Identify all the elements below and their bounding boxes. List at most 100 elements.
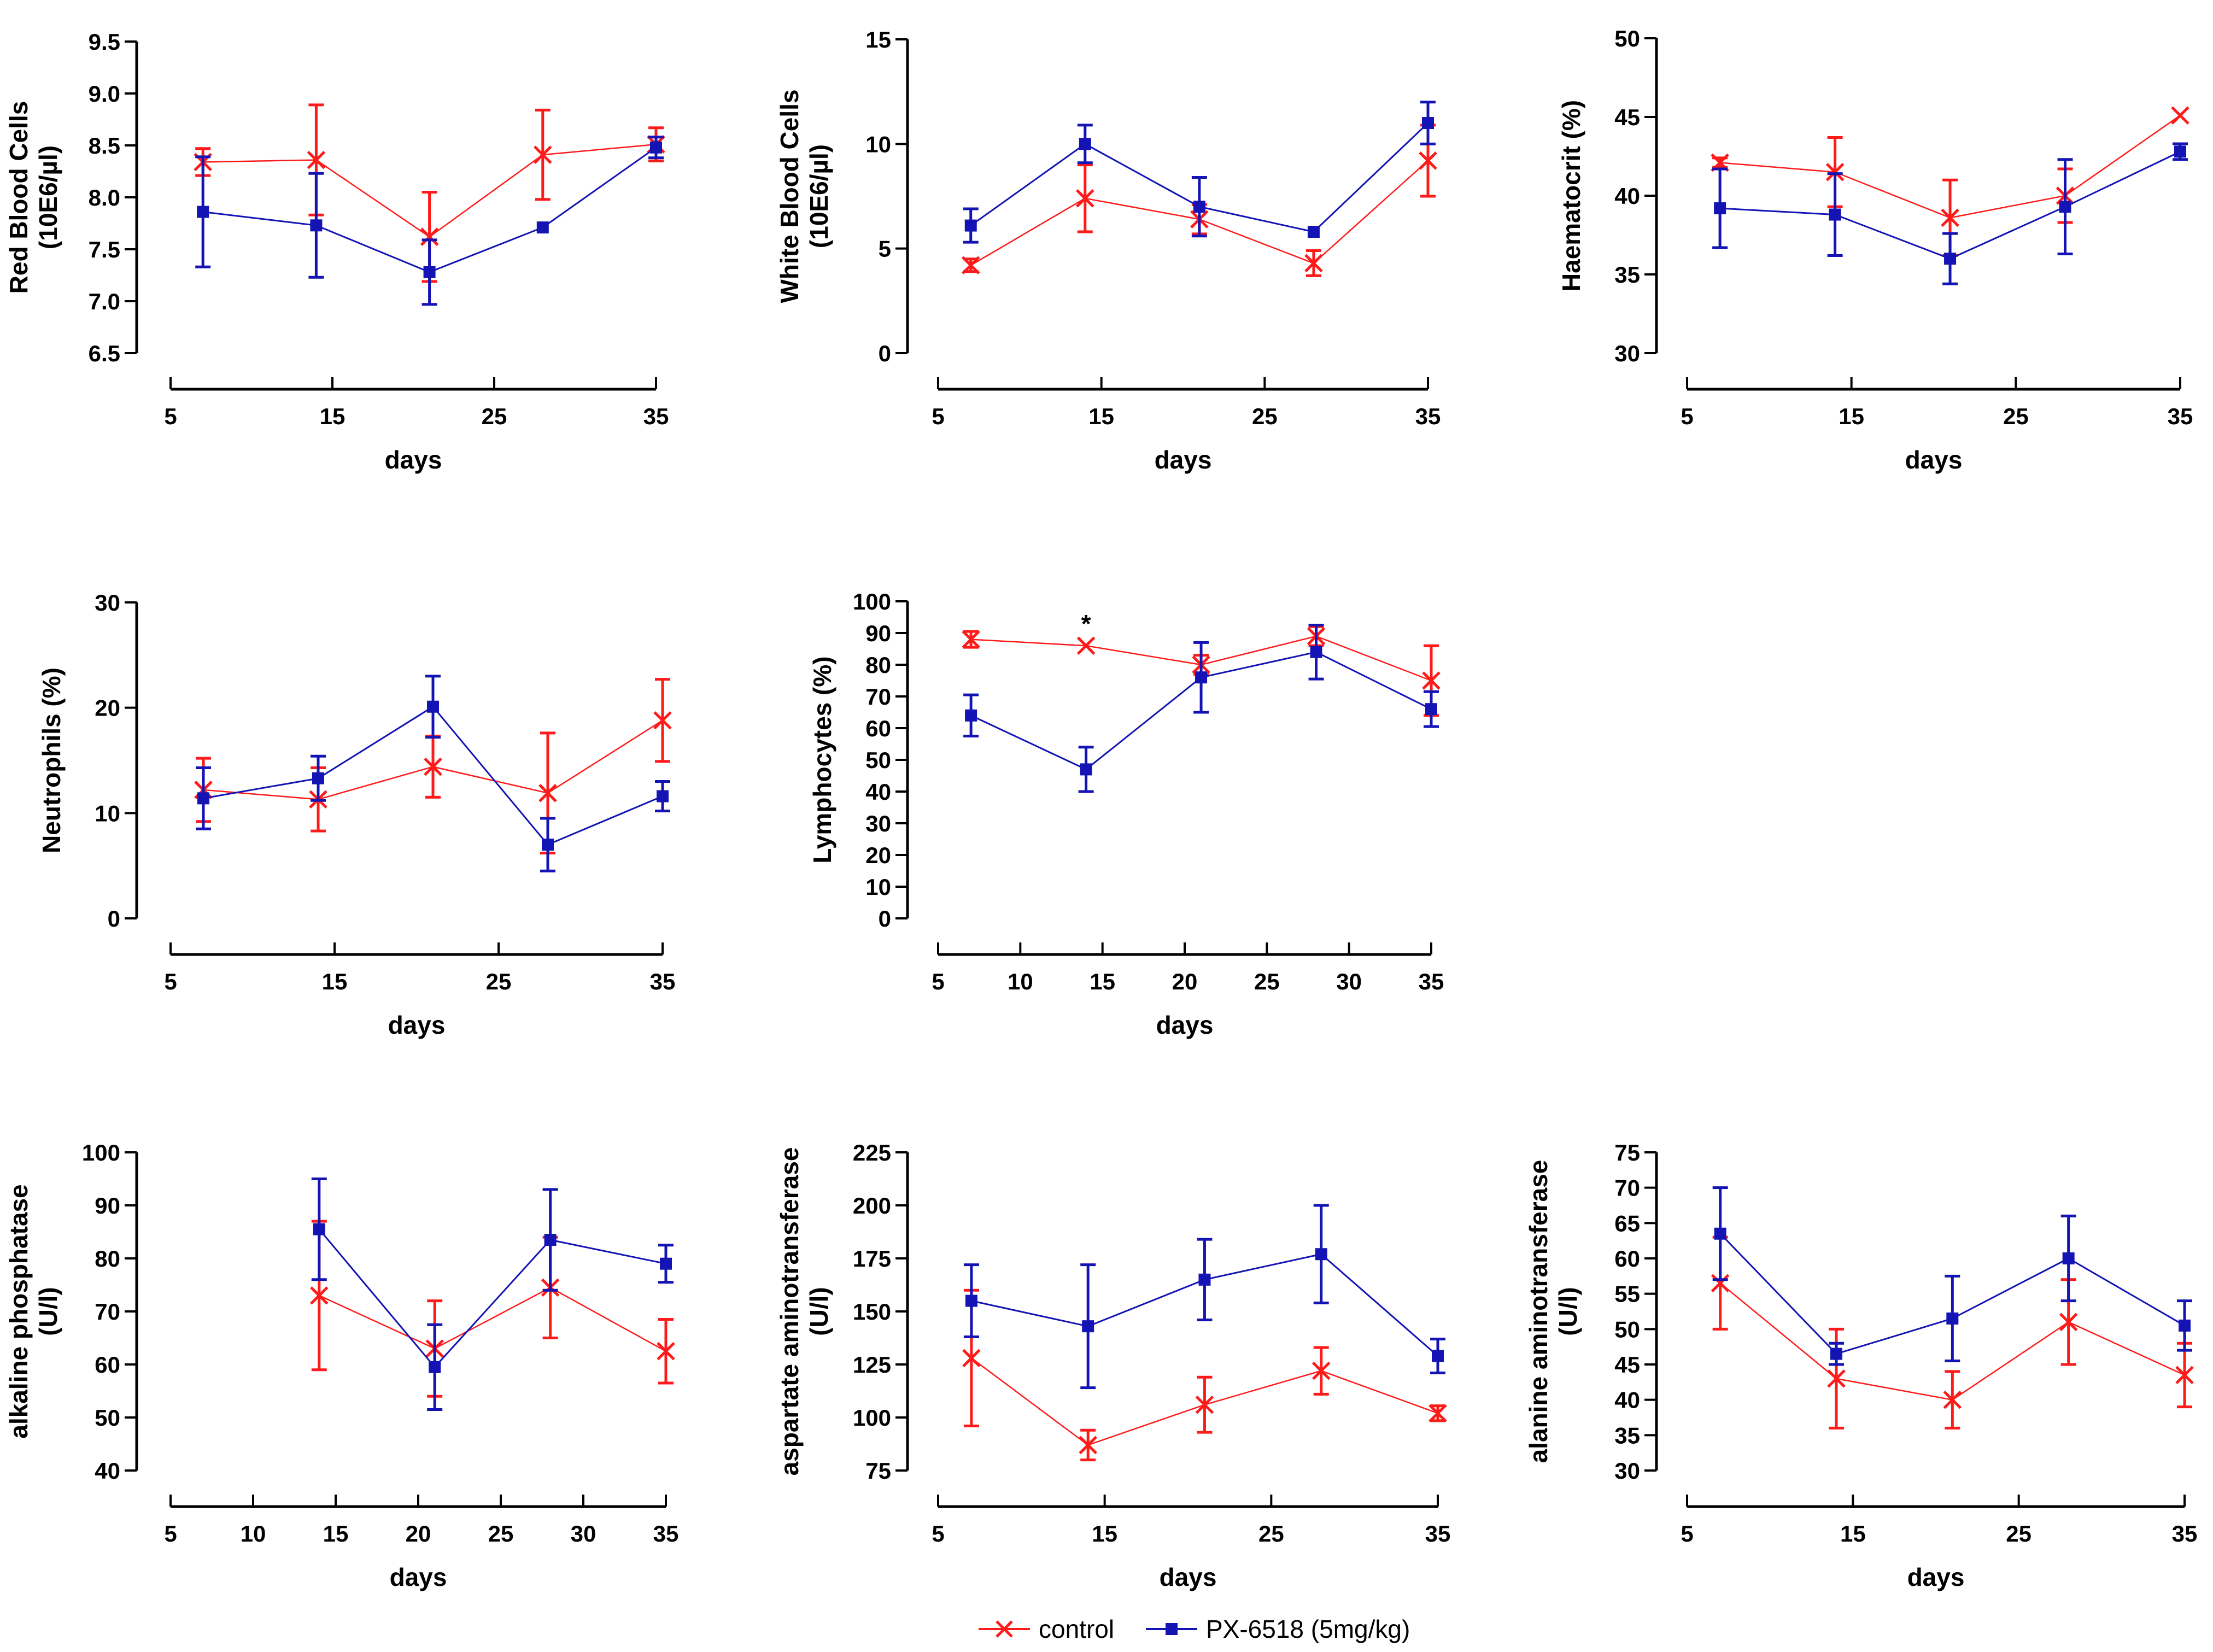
y-tick-label: 6.5	[89, 341, 120, 366]
x-tick-label: 25	[488, 1521, 514, 1546]
data-point-x-marker	[2171, 106, 2189, 125]
x-tick-label: 25	[482, 403, 507, 429]
y-tick-label: 80	[865, 652, 891, 678]
data-point-square-marker	[1830, 1348, 1842, 1360]
data-point-square-marker	[2062, 1252, 2075, 1264]
data-point-square-marker	[1195, 671, 1208, 684]
data-point-square-marker	[1079, 138, 1091, 150]
x-axis-title: days	[390, 1563, 447, 1591]
x-tick-label: 15	[320, 403, 346, 429]
x-tick-label: 35	[643, 403, 669, 429]
data-point-square-marker	[650, 141, 662, 154]
significance-annotation: *	[1081, 610, 1091, 638]
x-tick-label: 5	[1681, 403, 1693, 429]
series-treated	[1712, 1186, 2192, 1366]
y-tick-label: 10	[865, 131, 891, 157]
x-tick-label: 35	[1419, 969, 1444, 994]
data-point-x-marker	[424, 757, 442, 776]
legend-square-marker	[1166, 1623, 1178, 1635]
x-tick-label: 20	[1172, 969, 1198, 994]
x-axis-title: days	[388, 1011, 446, 1039]
x-tick-label: 5	[1681, 1521, 1693, 1546]
data-point-x-marker	[2175, 1366, 2194, 1385]
y-tick-label: 40	[865, 779, 891, 805]
y-axis-title: Neutrophils (%)	[37, 667, 66, 853]
x-axis-title: days	[1907, 1563, 1965, 1591]
y-tick-label: 90	[95, 1193, 120, 1219]
y-tick-label: 200	[853, 1193, 891, 1219]
data-point-square-marker	[660, 1257, 672, 1270]
series-treated	[963, 1204, 1445, 1390]
data-point-x-marker	[1711, 1274, 1730, 1293]
data-point-square-marker	[427, 700, 439, 713]
x-tick-label: 25	[1258, 1521, 1284, 1546]
data-point-square-marker	[197, 206, 209, 218]
data-point-square-marker	[657, 790, 669, 802]
x-tick-label: 5	[932, 969, 944, 994]
y-tick-label: 60	[95, 1352, 120, 1378]
data-point-x-marker	[534, 145, 552, 164]
x-tick-label: 25	[1252, 403, 1278, 429]
y-tick-label: 175	[853, 1246, 891, 1272]
y-tick-label: 80	[95, 1246, 120, 1272]
x-tick-label: 5	[164, 403, 177, 429]
x-tick-label: 15	[1088, 403, 1114, 429]
y-tick-label: 0	[879, 906, 891, 932]
chart-neut: 0 10 20 30 5 15 25 35 days Neutrophils (%)	[37, 590, 675, 1039]
series-treated	[1712, 142, 2188, 285]
x-tick-label: 25	[2003, 403, 2029, 429]
data-point-square-marker	[310, 219, 323, 232]
y-tick-label: 40	[1614, 183, 1640, 209]
data-point-square-marker	[1198, 1273, 1211, 1286]
y-axis-title: (U/l)	[1554, 1287, 1582, 1335]
series-line	[318, 1228, 666, 1369]
x-tick-label: 25	[486, 969, 512, 994]
data-point-square-marker	[1315, 1248, 1327, 1261]
chart-alp: 40 50 60 70 80 90 100 5 10 15 20 25 30 35 days alkaline…	[4, 1140, 678, 1591]
data-point-x-marker	[1312, 1361, 1331, 1380]
chart-lymph: 0 10 20 30 40 50 60 70 80 90 100 5 10 15 20 25 30 35 days L…	[808, 589, 1444, 1039]
data-point-square-marker	[423, 266, 436, 278]
x-tick-label: 15	[1090, 969, 1115, 994]
data-point-square-marker	[313, 1223, 325, 1235]
data-point-square-marker	[1829, 208, 1841, 221]
y-tick-label: 30	[1614, 1458, 1640, 1484]
y-tick-label: 40	[95, 1458, 120, 1484]
y-tick-label: 100	[853, 1405, 891, 1431]
x-tick-label: 5	[932, 403, 944, 429]
y-axis-title: Red Blood Cells	[4, 101, 33, 294]
series-treated	[311, 1178, 674, 1411]
legend-item-treated: PX-6518 (5mg/kg)	[1146, 1615, 1410, 1643]
x-tick-label: 15	[1839, 403, 1864, 429]
data-point-square-marker	[429, 1361, 441, 1373]
data-point-x-marker	[538, 783, 557, 802]
legend-label: control	[1039, 1615, 1114, 1643]
y-tick-label: 35	[1614, 1422, 1640, 1448]
x-tick-label: 20	[406, 1521, 431, 1546]
y-tick-label: 10	[95, 800, 120, 826]
data-point-square-marker	[197, 792, 209, 805]
y-tick-label: 150	[853, 1299, 891, 1325]
y-tick-label: 100	[82, 1140, 120, 1165]
x-tick-label: 10	[1008, 969, 1033, 994]
y-tick-label: 125	[853, 1352, 891, 1378]
data-point-x-marker	[1076, 189, 1094, 208]
data-point-x-marker	[307, 150, 326, 169]
y-tick-label: 7.5	[89, 237, 120, 262]
x-axis-title: days	[1905, 446, 1963, 474]
y-axis-title: (U/l)	[34, 1287, 62, 1335]
data-point-square-marker	[536, 221, 549, 234]
y-axis-title: alkaline phosphatase	[4, 1184, 33, 1438]
x-tick-label: 35	[650, 969, 676, 994]
data-point-x-marker	[2059, 1313, 2078, 1332]
x-tick-label: 25	[2006, 1521, 2031, 1546]
data-point-square-marker	[542, 839, 554, 851]
y-tick-label: 35	[1614, 262, 1640, 288]
y-tick-label: 30	[865, 811, 891, 836]
data-point-x-marker	[653, 711, 672, 730]
y-tick-label: 50	[1614, 1316, 1640, 1342]
y-tick-label: 0	[108, 906, 120, 932]
x-axis-title: days	[1155, 446, 1212, 474]
data-point-square-marker	[1310, 646, 1322, 658]
data-point-x-marker	[1943, 1390, 1962, 1409]
